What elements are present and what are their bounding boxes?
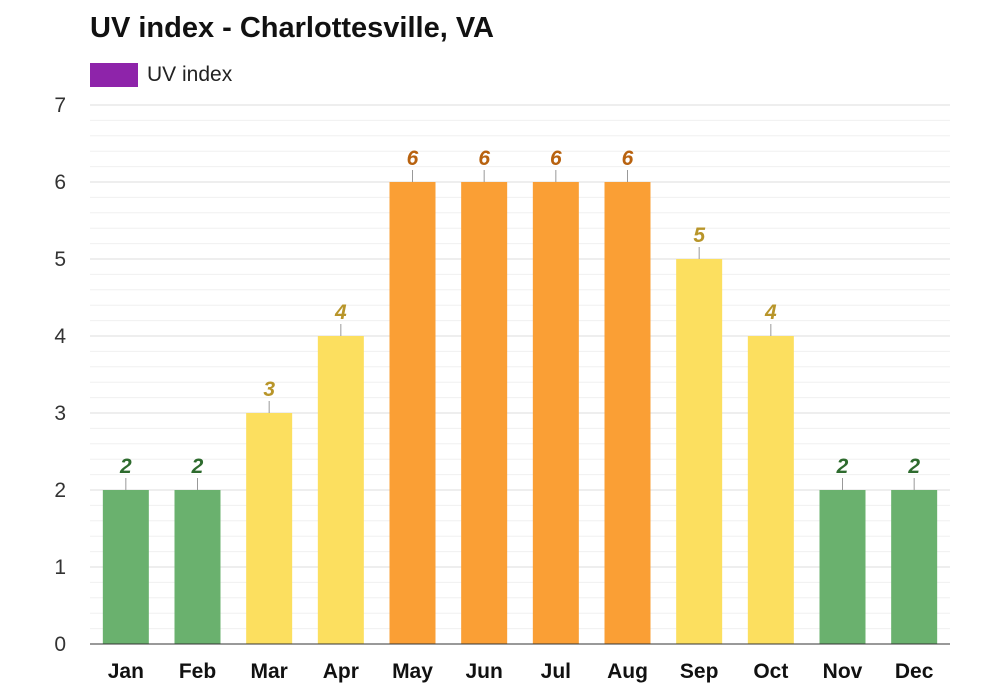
- x-tick-label: Oct: [753, 660, 788, 683]
- data-label: 3: [263, 378, 275, 401]
- bar: [102, 490, 149, 644]
- y-tick-label: 2: [54, 479, 66, 502]
- data-label: 5: [693, 224, 705, 247]
- y-tick-label: 0: [54, 633, 66, 656]
- y-tick-label: 4: [54, 325, 66, 348]
- bar: [747, 336, 794, 644]
- data-label: 4: [764, 301, 777, 324]
- y-tick-label: 5: [54, 248, 66, 271]
- legend-label: UV index: [147, 63, 233, 86]
- chart-legend[interactable]: UV index: [90, 62, 232, 88]
- data-label: 2: [907, 455, 920, 478]
- bar: [532, 182, 579, 644]
- x-tick-label: Jun: [465, 660, 502, 683]
- legend-swatch: [90, 63, 138, 87]
- data-label: 4: [334, 301, 347, 324]
- bar: [317, 336, 364, 644]
- x-tick-label: May: [392, 660, 433, 683]
- y-tick-label: 3: [54, 402, 66, 425]
- data-label: 2: [191, 455, 204, 478]
- data-label: 6: [407, 147, 419, 170]
- y-tick-label: 7: [54, 94, 66, 117]
- bar: [174, 490, 221, 644]
- bar: [246, 413, 293, 644]
- x-tick-label: Feb: [179, 660, 216, 683]
- x-tick-label: Aug: [607, 660, 648, 683]
- bar: [676, 259, 723, 644]
- x-tick-label: Apr: [323, 660, 359, 683]
- data-label: 6: [622, 147, 634, 170]
- data-label: 2: [119, 455, 132, 478]
- data-label: 6: [478, 147, 490, 170]
- x-tick-label: Sep: [680, 660, 719, 683]
- bar: [819, 490, 866, 644]
- x-tick-label: Mar: [250, 660, 287, 683]
- bar: [604, 182, 651, 644]
- bar: [461, 182, 508, 644]
- x-tick-label: Jan: [108, 660, 144, 683]
- chart-title: UV index - Charlottesville, VA: [90, 12, 494, 44]
- data-label: 6: [550, 147, 562, 170]
- x-tick-label: Jul: [541, 660, 571, 683]
- x-tick-label: Dec: [895, 660, 934, 683]
- bar: [389, 182, 436, 644]
- data-label: 2: [836, 455, 849, 478]
- x-tick-label: Nov: [823, 660, 863, 683]
- bar: [891, 490, 938, 644]
- y-tick-label: 6: [54, 171, 66, 194]
- y-tick-label: 1: [54, 556, 66, 579]
